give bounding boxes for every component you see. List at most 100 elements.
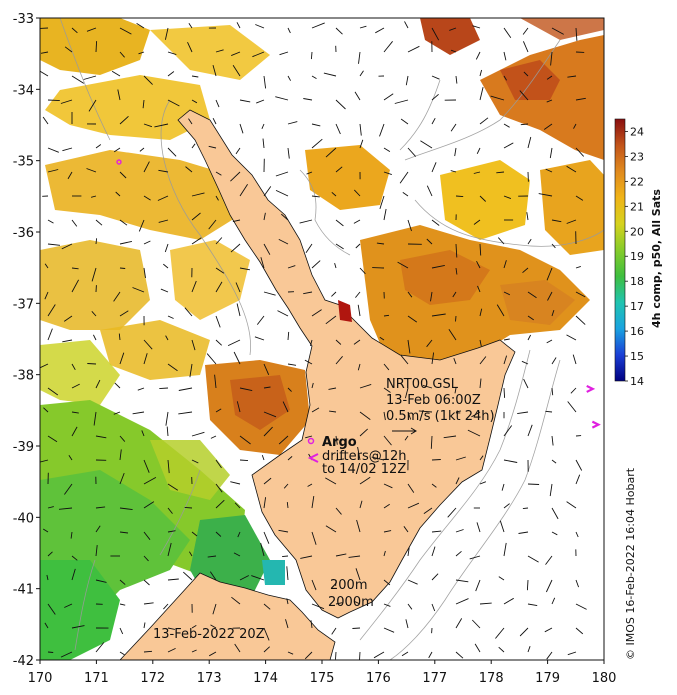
current-vector [383,387,391,393]
current-vector [182,571,193,581]
current-vector [143,650,153,653]
current-vector [232,64,241,77]
current-vector [310,620,313,629]
current-vector [278,435,289,445]
current-vector [188,118,193,125]
current-vector [215,408,222,413]
current-vector [91,311,97,317]
current-vector [335,166,343,173]
current-vector [335,123,341,135]
current-vector [119,352,125,365]
drifter-tracks [586,384,601,429]
current-vector [143,555,149,562]
current-vector [575,315,586,325]
current-vector [496,171,505,174]
current-vector [575,579,580,588]
current-vector [527,555,539,563]
current-vector [453,358,457,365]
x-tick-label: 180 [592,671,617,686]
current-vector [431,313,446,317]
current-vector [167,315,174,319]
current-vector [208,219,217,230]
current-vector [566,165,577,173]
current-vector [191,99,198,104]
current-vector [184,307,193,317]
current-vector [119,449,122,461]
current-vector [95,579,107,583]
current-vector [215,339,223,346]
current-vector [472,25,481,29]
current-vector [119,435,126,442]
argo-label: Argo [322,435,357,450]
current-vector [476,147,481,154]
current-vector [236,22,241,29]
current-vector [71,568,76,581]
current-vector [575,627,584,635]
current-vector [191,339,196,351]
current-vector [143,339,153,350]
drifters-to-label: to 14/02 12Z [322,462,406,477]
current-vector [430,435,433,449]
current-vector [455,477,460,485]
current-vector [407,603,413,610]
current-vector [469,555,481,560]
current-vector [567,75,577,78]
current-vector [325,315,337,325]
current-vector [60,651,73,658]
current-vector [311,496,315,509]
current-vector [235,282,241,293]
current-vector [275,171,289,177]
current-vector [431,573,439,581]
current-vector [210,435,217,439]
colorbar-tick-label: 20 [630,225,644,238]
current-vector [71,555,78,561]
current-vector [230,243,241,253]
current-vector [191,459,199,464]
current-vector [521,360,529,365]
current-vector [479,117,489,125]
current-vector [359,383,372,389]
contour-200-label: 200m [330,578,367,593]
current-vector [263,646,271,653]
current-vector [239,387,253,392]
current-vector [262,138,265,149]
current-vector [178,411,193,415]
current-vector [448,328,457,341]
current-vector [263,75,267,89]
current-vector [523,378,529,389]
current-vector [527,483,540,485]
x-tick-label: 175 [310,671,335,686]
colorbar-tick-label: 21 [630,200,644,213]
current-vector [263,497,267,509]
current-vector [233,351,241,365]
current-vector [431,530,442,533]
current-vector [431,75,440,80]
current-vector [549,147,553,159]
current-vector [287,651,294,655]
current-vector [383,435,392,446]
current-vector [335,243,344,250]
current-vector [158,169,169,173]
current-vector [405,619,409,629]
current-vector [423,507,433,514]
current-vector [575,474,581,485]
current-vector [545,168,553,173]
current-vector [191,143,196,149]
current-vector [167,627,175,630]
current-vector [95,144,102,149]
current-vector [167,578,179,581]
current-vector [184,506,193,509]
current-vector [60,99,73,104]
current-vector [355,243,361,249]
current-vector [287,27,291,34]
current-vector [263,386,271,389]
current-vector [526,212,529,221]
current-vector [311,309,322,317]
current-vector [311,382,314,389]
current-vector [263,186,272,197]
current-vector [490,95,505,101]
north-island [177,109,516,619]
current-vector [570,387,577,394]
current-vector [252,51,265,58]
